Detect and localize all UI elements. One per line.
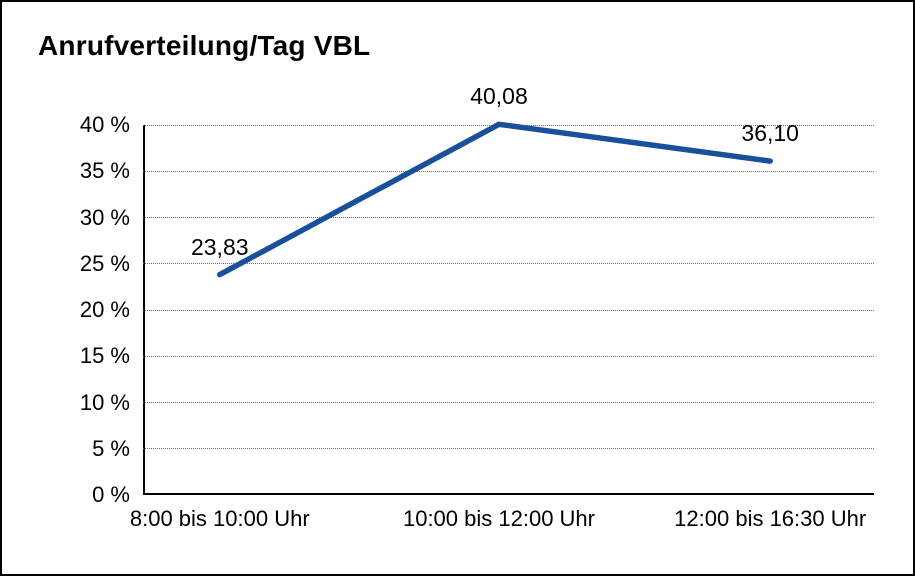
x-axis-label: 8:00 bis 10:00 Uhr <box>129 506 310 531</box>
x-axis-label: 10:00 bis 12:00 Uhr <box>402 506 595 531</box>
y-tick-label: 0 % <box>92 482 130 507</box>
y-gridline <box>143 170 874 172</box>
y-tick-label: 30 % <box>79 204 130 230</box>
y-tick-label: 40 % <box>79 112 130 137</box>
y-tick-label: 20 % <box>79 297 130 322</box>
data-point-label: 23,83 <box>190 233 249 260</box>
y-tick-label: 10 % <box>79 389 130 415</box>
y-gridline <box>143 448 874 450</box>
chart-title: Anrufverteilung/Tag VBL <box>38 30 371 61</box>
x-axis-label: 12:00 bis 16:30 Uhr <box>674 506 867 531</box>
y-tick-label: 25 % <box>79 250 130 276</box>
y-tick-label: 35 % <box>79 158 130 184</box>
y-gridline <box>143 402 874 403</box>
line-series <box>217 121 773 278</box>
series-line <box>217 121 773 278</box>
data-point-label: 36,10 <box>741 120 799 147</box>
y-gridline <box>143 309 874 311</box>
y-gridline <box>143 355 874 357</box>
y-tick-label: 5 % <box>92 435 130 461</box>
y-tick-label: 15 % <box>79 343 130 369</box>
y-gridline <box>143 217 874 218</box>
data-point-label: 40,08 <box>470 83 528 110</box>
y-gridline <box>143 263 874 265</box>
